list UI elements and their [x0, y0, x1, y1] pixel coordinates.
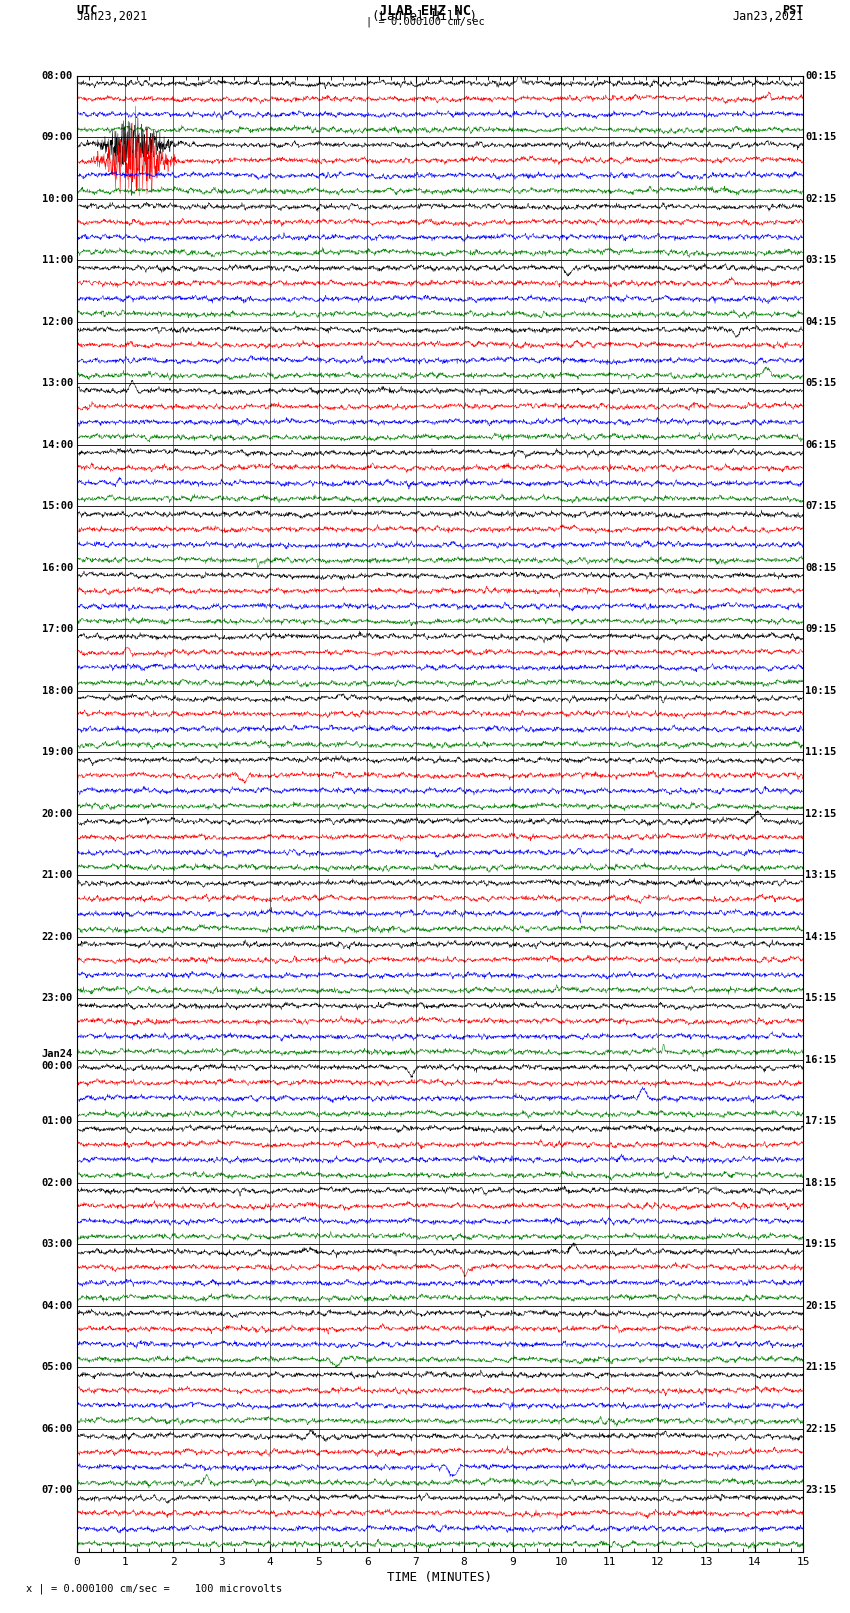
Text: 09:15: 09:15	[806, 624, 836, 634]
Text: 22:00: 22:00	[42, 932, 73, 942]
Text: PST: PST	[782, 5, 803, 18]
Text: 07:15: 07:15	[806, 502, 836, 511]
Text: 02:00: 02:00	[42, 1177, 73, 1187]
Text: 06:00: 06:00	[42, 1424, 73, 1434]
Text: 04:15: 04:15	[806, 316, 836, 327]
Text: 07:00: 07:00	[42, 1486, 73, 1495]
Text: 15:15: 15:15	[806, 994, 836, 1003]
Text: 10:00: 10:00	[42, 194, 73, 203]
Text: 13:15: 13:15	[806, 871, 836, 881]
Text: 04:00: 04:00	[42, 1300, 73, 1311]
Text: 22:15: 22:15	[806, 1424, 836, 1434]
Text: Jan23,2021: Jan23,2021	[76, 11, 148, 24]
Text: 14:00: 14:00	[42, 440, 73, 450]
Text: 17:00: 17:00	[42, 624, 73, 634]
Text: 18:00: 18:00	[42, 686, 73, 695]
Text: 02:15: 02:15	[806, 194, 836, 203]
Text: 15:00: 15:00	[42, 502, 73, 511]
Text: 21:00: 21:00	[42, 871, 73, 881]
Text: 11:15: 11:15	[806, 747, 836, 756]
Text: 01:00: 01:00	[42, 1116, 73, 1126]
Text: JLAB EHZ NC: JLAB EHZ NC	[379, 5, 471, 18]
Text: 08:15: 08:15	[806, 563, 836, 573]
Text: 20:00: 20:00	[42, 808, 73, 819]
Text: 23:00: 23:00	[42, 994, 73, 1003]
Text: 18:15: 18:15	[806, 1177, 836, 1187]
Text: 05:00: 05:00	[42, 1363, 73, 1373]
Text: 03:00: 03:00	[42, 1239, 73, 1248]
Text: 13:00: 13:00	[42, 379, 73, 389]
Text: Jan23,2021: Jan23,2021	[732, 11, 803, 24]
Text: 23:15: 23:15	[806, 1486, 836, 1495]
Text: 16:00: 16:00	[42, 563, 73, 573]
Text: 19:15: 19:15	[806, 1239, 836, 1248]
Text: 10:15: 10:15	[806, 686, 836, 695]
Text: 21:15: 21:15	[806, 1363, 836, 1373]
Text: Jan24
00:00: Jan24 00:00	[42, 1048, 73, 1071]
Text: 12:00: 12:00	[42, 316, 73, 327]
Text: 19:00: 19:00	[42, 747, 73, 756]
Text: 12:15: 12:15	[806, 808, 836, 819]
Text: 00:15: 00:15	[806, 71, 836, 81]
Text: 20:15: 20:15	[806, 1300, 836, 1311]
Text: | = 0.000100 cm/sec: | = 0.000100 cm/sec	[366, 18, 484, 27]
Text: x | = 0.000100 cm/sec =    100 microvolts: x | = 0.000100 cm/sec = 100 microvolts	[26, 1582, 281, 1594]
Text: 09:00: 09:00	[42, 132, 73, 142]
Text: 03:15: 03:15	[806, 255, 836, 265]
Text: 14:15: 14:15	[806, 932, 836, 942]
Text: 11:00: 11:00	[42, 255, 73, 265]
Text: 08:00: 08:00	[42, 71, 73, 81]
Text: 01:15: 01:15	[806, 132, 836, 142]
Text: UTC: UTC	[76, 5, 98, 18]
X-axis label: TIME (MINUTES): TIME (MINUTES)	[388, 1571, 492, 1584]
Text: 06:15: 06:15	[806, 440, 836, 450]
Text: (Laurel Hill ): (Laurel Hill )	[372, 11, 478, 24]
Text: 05:15: 05:15	[806, 379, 836, 389]
Text: 17:15: 17:15	[806, 1116, 836, 1126]
Text: 16:15: 16:15	[806, 1055, 836, 1065]
